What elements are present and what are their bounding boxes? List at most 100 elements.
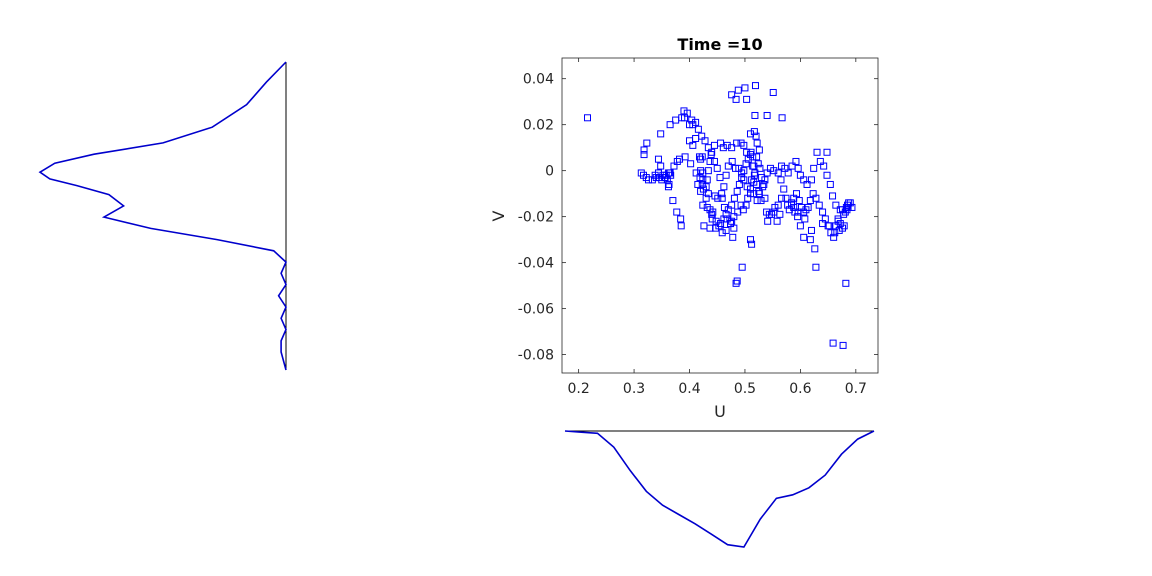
scatter-point	[801, 215, 809, 223]
scatter-point	[823, 148, 831, 156]
scatter-point	[848, 203, 856, 211]
scatter-point	[834, 215, 842, 223]
scatter-point	[743, 95, 751, 103]
x-axis-label: U	[714, 402, 726, 421]
scatter-point	[741, 84, 749, 92]
marginal-u-curve	[564, 430, 875, 548]
scatter-point	[744, 155, 752, 163]
scatter-point	[654, 155, 662, 163]
scatter-point	[720, 183, 728, 191]
scatter-point	[718, 194, 726, 202]
scatter-point	[804, 203, 812, 211]
scatter-point	[737, 139, 745, 147]
scatter-point	[670, 162, 678, 170]
scatter-point	[753, 153, 761, 161]
scatter-point	[806, 236, 814, 244]
scatter-point	[666, 121, 674, 129]
scatter-point	[842, 279, 850, 287]
scatter-point	[743, 148, 751, 156]
scatter-point	[704, 190, 712, 198]
scatter-point	[823, 171, 831, 179]
scatter-point	[738, 263, 746, 271]
scatter-point	[677, 215, 685, 223]
scatter-point	[728, 144, 736, 152]
scatter-point	[708, 210, 716, 218]
scatter-point	[699, 201, 707, 209]
scatter-point	[763, 111, 771, 119]
scatter-point	[712, 217, 720, 225]
y-tick-label: -0.02	[518, 210, 554, 226]
scatter-point	[778, 162, 786, 170]
scatter-point	[644, 176, 652, 184]
scatter-point	[720, 203, 728, 211]
scatter-point	[796, 222, 804, 230]
scatter-point	[840, 222, 848, 230]
scatter-point	[694, 180, 702, 188]
scatter-point	[708, 215, 716, 223]
scatter-point	[839, 341, 847, 349]
scatter-point	[706, 157, 714, 165]
x-tick-label: 0.5	[734, 381, 756, 397]
scatter-point	[790, 203, 798, 211]
scatter-point	[694, 125, 702, 133]
scatter-point	[742, 160, 750, 168]
scatter-point	[728, 201, 736, 209]
scatter-point	[792, 157, 800, 165]
scatter-point	[687, 160, 695, 168]
scatter-point	[728, 217, 736, 225]
scatter-point	[749, 153, 757, 161]
y-tick-label: 0	[545, 164, 554, 180]
scatter-point	[640, 151, 648, 159]
scatter-point	[710, 157, 718, 165]
scatter-point	[751, 169, 759, 177]
scatter-point	[734, 86, 742, 94]
scatter-point	[802, 206, 810, 214]
scatter-point	[830, 233, 838, 241]
scatter-point	[718, 190, 726, 198]
scatter-point	[697, 167, 705, 175]
scatter-point	[697, 187, 705, 195]
scatter-point	[654, 169, 662, 177]
scatter-point	[812, 263, 820, 271]
scatter-point	[800, 233, 808, 241]
scatter-point	[723, 141, 731, 149]
scatter-point	[760, 180, 768, 188]
scatter-point	[698, 153, 706, 161]
scatter-point	[730, 213, 738, 221]
scatter-point	[819, 208, 827, 216]
y-tick-label: 0.04	[523, 72, 554, 88]
scatter-point	[714, 194, 722, 202]
scatter-point	[831, 229, 839, 237]
scatter-point	[755, 187, 763, 195]
scatter-point	[777, 176, 785, 184]
scatter-point	[826, 180, 834, 188]
scatter-point	[692, 118, 700, 126]
scatter-point	[807, 226, 815, 234]
scatter-point	[753, 139, 761, 147]
scatter-point	[683, 109, 691, 117]
scatter-point	[795, 197, 803, 205]
scatter-point	[688, 116, 696, 124]
scatter-point	[770, 167, 778, 175]
scatter-point	[666, 169, 674, 177]
x-tick-label: 0.3	[623, 381, 645, 397]
scatter-point	[732, 95, 740, 103]
scatter-point	[776, 210, 784, 218]
scatter-point	[716, 174, 724, 182]
scatter-point	[796, 171, 804, 179]
scatter-point	[737, 201, 745, 209]
y-tick-label: -0.08	[518, 348, 554, 364]
scatter-point	[728, 157, 736, 165]
scatter-point	[755, 190, 763, 198]
scatter-point	[703, 203, 711, 211]
scatter-point	[819, 220, 827, 228]
scatter-point	[771, 203, 779, 211]
scatter-point	[637, 169, 645, 177]
scatter-point	[732, 279, 740, 287]
scatter-point	[738, 169, 746, 177]
scatter-point	[697, 155, 705, 163]
scatter-point	[748, 240, 756, 248]
scatter-point	[742, 201, 750, 209]
scatter-point	[730, 194, 738, 202]
